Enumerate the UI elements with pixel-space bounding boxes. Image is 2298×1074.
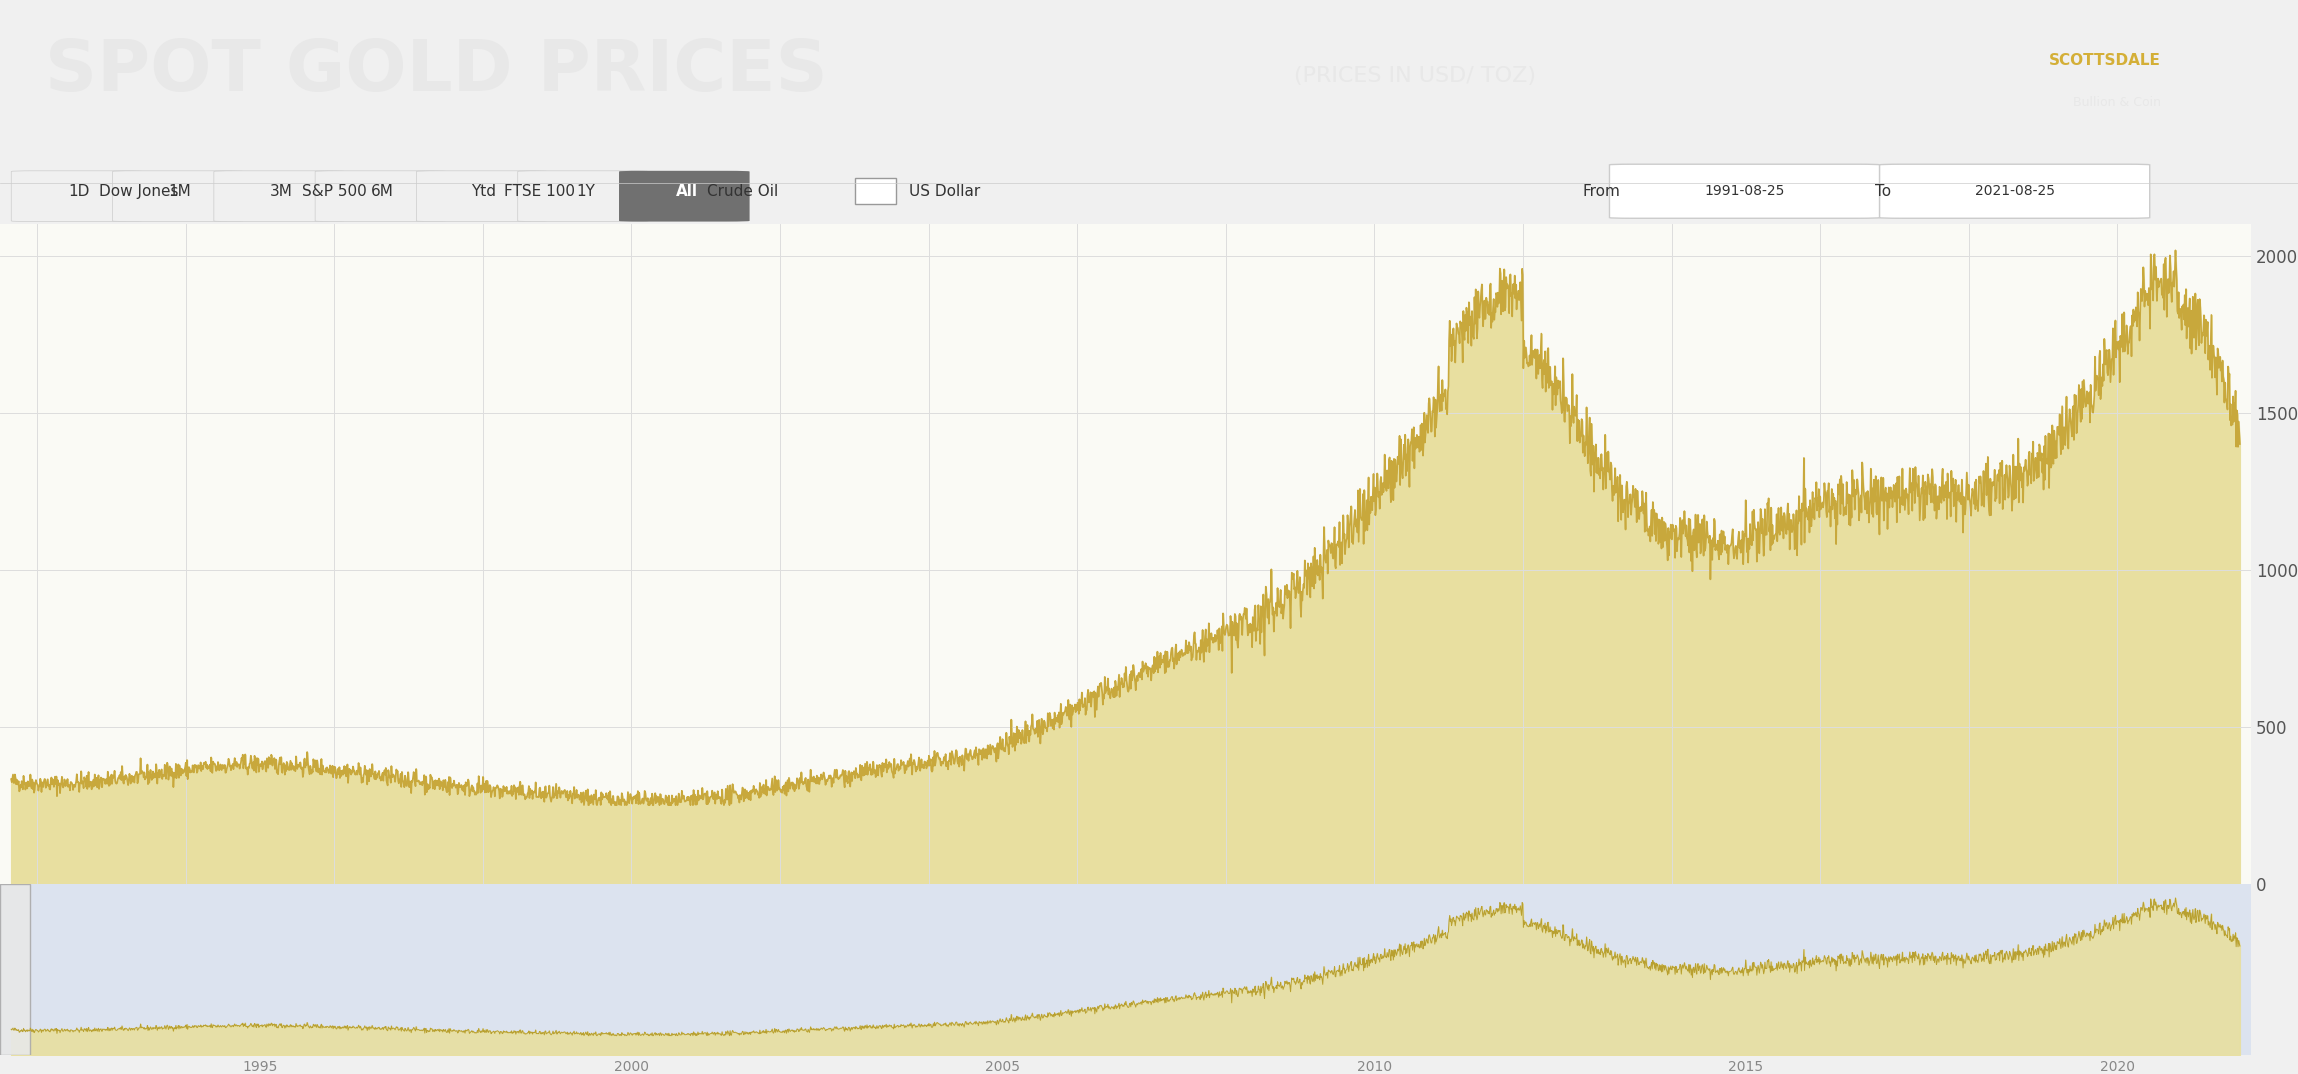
Text: 1M: 1M xyxy=(168,184,191,199)
FancyBboxPatch shape xyxy=(517,171,648,221)
Text: All: All xyxy=(676,184,699,199)
Text: (PRICES IN USD/ TOZ): (PRICES IN USD/ TOZ) xyxy=(1294,66,1537,86)
Text: Ytd: Ytd xyxy=(471,184,496,199)
FancyBboxPatch shape xyxy=(416,171,547,221)
Text: SCOTTSDALE: SCOTTSDALE xyxy=(2050,53,2160,68)
Text: S&P 500: S&P 500 xyxy=(301,184,365,199)
Text: Crude Oil: Crude Oil xyxy=(708,184,779,199)
Text: Dow Jones: Dow Jones xyxy=(99,184,179,199)
FancyBboxPatch shape xyxy=(1609,164,1880,218)
FancyBboxPatch shape xyxy=(315,171,446,221)
FancyBboxPatch shape xyxy=(855,178,896,204)
FancyBboxPatch shape xyxy=(653,178,694,204)
FancyBboxPatch shape xyxy=(1880,164,2149,218)
FancyBboxPatch shape xyxy=(214,171,345,221)
FancyBboxPatch shape xyxy=(450,178,492,204)
FancyBboxPatch shape xyxy=(113,171,244,221)
FancyBboxPatch shape xyxy=(46,178,85,204)
FancyBboxPatch shape xyxy=(11,171,142,221)
Text: To: To xyxy=(1875,184,1891,199)
Text: From: From xyxy=(1583,184,1620,199)
FancyBboxPatch shape xyxy=(618,171,749,221)
Text: 6M: 6M xyxy=(372,184,395,199)
Text: 2021-08-25: 2021-08-25 xyxy=(1974,185,2054,199)
Text: 3M: 3M xyxy=(269,184,292,199)
Text: 1Y: 1Y xyxy=(577,184,595,199)
FancyBboxPatch shape xyxy=(248,178,287,204)
Text: 1991-08-25: 1991-08-25 xyxy=(1705,185,1786,199)
Text: US Dollar: US Dollar xyxy=(910,184,981,199)
Text: 1D: 1D xyxy=(69,184,90,199)
Text: SPOT GOLD PRICES: SPOT GOLD PRICES xyxy=(46,37,827,105)
Text: FTSE 100: FTSE 100 xyxy=(503,184,574,199)
Text: Bullion & Coin: Bullion & Coin xyxy=(2073,97,2160,110)
FancyBboxPatch shape xyxy=(0,884,30,1055)
